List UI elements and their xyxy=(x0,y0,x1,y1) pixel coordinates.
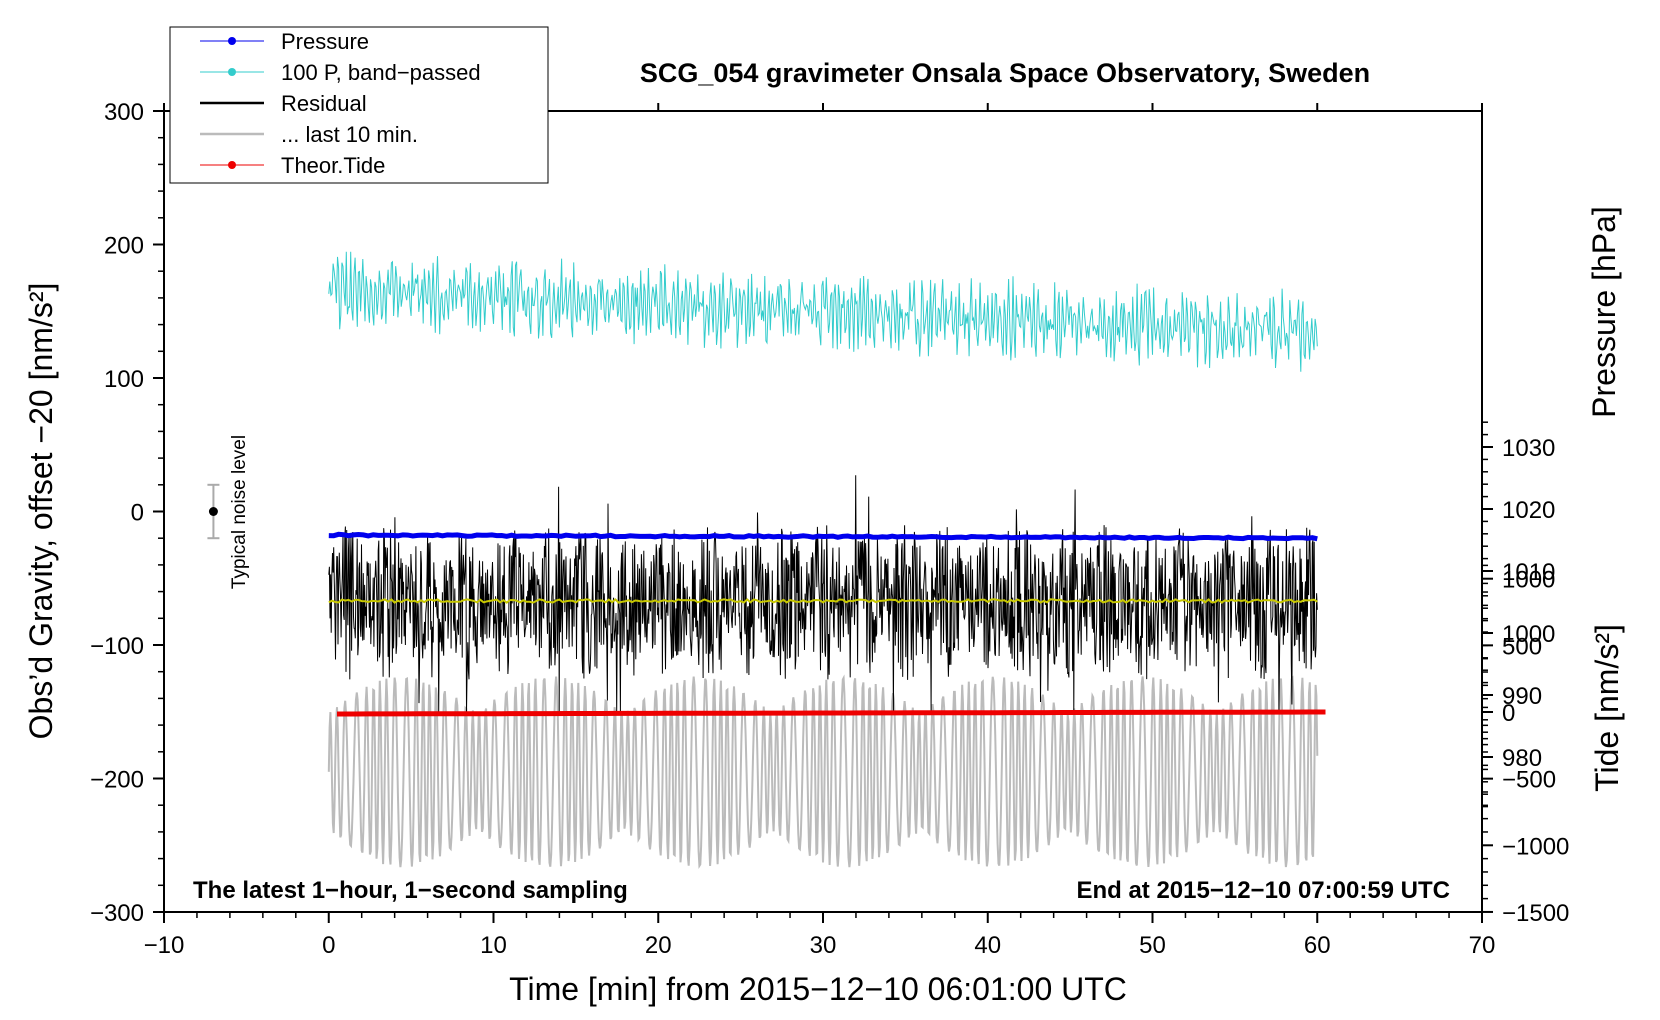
left-axis-label: Obs’d Gravity, offset −20 [nm/s²] xyxy=(23,283,59,740)
noise-level-indicator: Typical noise level xyxy=(207,435,250,589)
legend-entry: Theor.Tide xyxy=(200,153,385,178)
x-tick-label: 20 xyxy=(645,932,672,959)
tide-tick-label: −1000 xyxy=(1502,833,1569,860)
theoretical-tide-series xyxy=(337,709,1326,717)
legend-label: 100 P, band−passed xyxy=(281,60,481,85)
x-tick-label: 30 xyxy=(810,932,837,959)
gravity-axis: 300 200 100 0 −100 −200 −300 xyxy=(90,99,164,927)
legend-entry: ... last 10 min. xyxy=(200,122,418,147)
y-tick-label: −200 xyxy=(90,767,144,794)
x-tick-label: 50 xyxy=(1139,932,1166,959)
noise-level-label: Typical noise level xyxy=(229,435,250,589)
tide-tick-label: −500 xyxy=(1502,767,1556,794)
tide-tick-label: 0 xyxy=(1502,700,1515,727)
legend-label: Theor.Tide xyxy=(281,153,385,178)
y-tick-label: −300 xyxy=(90,900,144,927)
x-tick-label: 0 xyxy=(322,932,335,959)
x-tick-label: 70 xyxy=(1469,932,1496,959)
noise-level-point xyxy=(208,507,218,516)
x-tick-label: 60 xyxy=(1304,932,1331,959)
bandpassed-pressure-series xyxy=(328,251,1318,372)
tide-axis-label: Tide [nm/s²] xyxy=(1589,624,1625,792)
legend-label: Pressure xyxy=(281,29,369,54)
pressure-tick-label: 980 xyxy=(1502,745,1542,772)
sampling-annotation: The latest 1−hour, 1−second sampling xyxy=(193,877,628,904)
y-tick-label: 100 xyxy=(104,366,144,393)
pressure-tick-label: 1030 xyxy=(1502,435,1555,462)
legend-marker xyxy=(228,161,236,169)
legend-label: ... last 10 min. xyxy=(281,122,418,147)
x-tick-label: 10 xyxy=(480,932,507,959)
legend-marker xyxy=(228,68,236,76)
residual-series xyxy=(328,475,1318,712)
pressure-tick-label: 1010 xyxy=(1502,559,1555,586)
pressure-tick-label: 990 xyxy=(1502,683,1542,710)
tide-tick-label: 500 xyxy=(1502,633,1542,660)
pressure-tick-label: 1000 xyxy=(1502,621,1555,648)
legend-entry: 100 P, band−passed xyxy=(200,60,481,85)
x-tick-label: 40 xyxy=(974,932,1001,959)
legend-marker xyxy=(228,37,236,45)
series-layer xyxy=(327,251,1326,869)
y-tick-label: 0 xyxy=(131,500,144,527)
tide-tick-label: 1000 xyxy=(1502,567,1555,594)
pressure-tick-label: 1020 xyxy=(1502,497,1555,524)
pressure-axis-label: Pressure [hPa] xyxy=(1586,206,1622,418)
end-time-annotation: End at 2015−12−10 07:00:59 UTC xyxy=(1076,877,1450,904)
tide-tick-label: −1500 xyxy=(1502,900,1569,927)
legend-box xyxy=(169,26,549,184)
pressure-series xyxy=(328,531,1318,542)
legend-label: Residual xyxy=(281,91,367,116)
smoothed-residual-series xyxy=(328,598,1318,604)
x-axis: −10 0 10 20 30 40 50 60 70 xyxy=(144,103,1496,959)
legend-entry: Residual xyxy=(200,91,367,116)
y-tick-label: 200 xyxy=(104,233,144,260)
y-tick-label: −100 xyxy=(90,633,144,660)
x-tick-label: −10 xyxy=(144,932,185,959)
legend-entry: Pressure xyxy=(200,29,369,54)
y-tick-label: 300 xyxy=(104,99,144,126)
legend: Pressure 100 P, band−passed Residual ... la… xyxy=(169,26,549,184)
chart-title: SCG_054 gravimeter Onsala Space Observat… xyxy=(640,58,1370,88)
x-axis-label: Time [min] from 2015−12−10 06:01:00 UTC xyxy=(509,971,1127,1007)
